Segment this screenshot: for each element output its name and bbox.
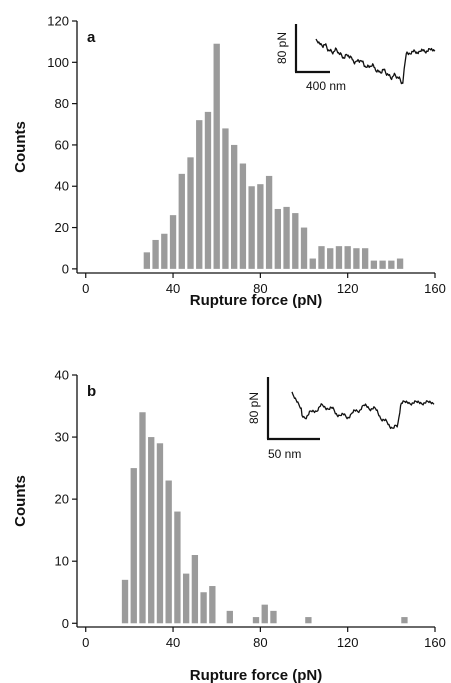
bar (148, 437, 155, 624)
bar (283, 206, 290, 269)
y-tick-label: 0 (62, 261, 69, 276)
x-tick-label: 80 (253, 281, 267, 296)
bar (300, 227, 308, 269)
y-tick-label: 40 (55, 179, 69, 194)
y-tick-label: 10 (55, 554, 69, 569)
bar (239, 163, 247, 269)
panel-letter: a (87, 29, 96, 46)
x-tick-label: 160 (424, 635, 446, 650)
y-axis-title: Counts (12, 475, 29, 527)
y-tick-label: 60 (55, 137, 69, 152)
bar (226, 610, 233, 624)
x-tick-label: 40 (166, 281, 180, 296)
bar (152, 239, 159, 269)
x-tick-label: 160 (424, 281, 446, 296)
bar (213, 43, 220, 269)
bar (248, 186, 255, 269)
x-tick-label: 0 (82, 281, 89, 296)
x-tick-label: 120 (337, 635, 359, 650)
panel-letter: b (87, 383, 96, 400)
bar (165, 480, 172, 624)
bar (274, 208, 281, 269)
bar (200, 592, 207, 624)
inset-trace-plot: 80 pN 400 nm (275, 24, 436, 93)
bar (401, 617, 408, 624)
bar (318, 246, 325, 269)
y-tick-label: 120 (47, 14, 69, 29)
bar (174, 511, 181, 624)
x-tick-label: 40 (166, 635, 180, 650)
bar (204, 111, 212, 269)
x-axis-title: Rupture force (pN) (190, 667, 323, 683)
bar (143, 252, 151, 269)
bar (222, 128, 229, 269)
scale-bar-force-label: 80 pN (275, 32, 289, 64)
bar (182, 573, 190, 624)
scale-bar-distance-label: 400 nm (306, 79, 346, 93)
y-tick-label: 80 (55, 96, 69, 111)
bar (191, 555, 199, 624)
bar (139, 412, 146, 624)
x-tick-label: 80 (253, 635, 267, 650)
x-tick-label: 0 (82, 635, 89, 650)
bar (261, 604, 268, 624)
bar (396, 258, 404, 269)
y-tick-label: 100 (47, 55, 69, 70)
bar (270, 610, 277, 624)
bar (370, 260, 378, 269)
bar (252, 617, 260, 624)
bar (209, 586, 216, 624)
bar (257, 184, 264, 269)
x-tick-label: 120 (337, 281, 359, 296)
y-tick-label: 20 (55, 220, 69, 235)
bar (292, 213, 299, 269)
bars (121, 412, 408, 624)
force-extension-trace (291, 391, 435, 430)
y-axis-title: Counts (12, 121, 29, 173)
scale-bar-distance-label: 50 nm (268, 447, 301, 461)
bar (156, 443, 164, 624)
panel-b: 0 10 20 30 40 0 40 80 120 160 Rupture force (pN) Co… (12, 368, 446, 683)
bars (143, 43, 404, 269)
bar (309, 258, 316, 269)
bar (353, 248, 360, 269)
bar (361, 248, 369, 269)
y-tick-label: 20 (55, 492, 69, 507)
x-axis-title: Rupture force (pN) (190, 292, 323, 309)
scale-bar-force-label: 80 pN (247, 392, 261, 424)
bar (231, 144, 238, 269)
bar (379, 260, 386, 269)
inset-trace-plot: 80 pN 50 nm (247, 377, 435, 461)
bar (344, 246, 351, 269)
bar (196, 120, 203, 269)
bar (388, 260, 395, 269)
y-tick-label: 0 (62, 616, 69, 631)
bar (265, 175, 273, 269)
bar (335, 246, 343, 269)
bar (121, 579, 129, 624)
bar (178, 173, 185, 269)
force-extension-trace (315, 38, 436, 85)
bar (161, 233, 168, 269)
bar (130, 468, 137, 624)
y-tick-label: 40 (55, 368, 69, 383)
bar (187, 157, 194, 269)
panel-a: 0 20 40 60 80 100 120 0 40 80 120 160 Rupture force … (12, 14, 446, 310)
bar (327, 248, 334, 269)
bar (305, 617, 312, 624)
y-tick-label: 30 (55, 430, 69, 445)
bar (169, 215, 177, 269)
